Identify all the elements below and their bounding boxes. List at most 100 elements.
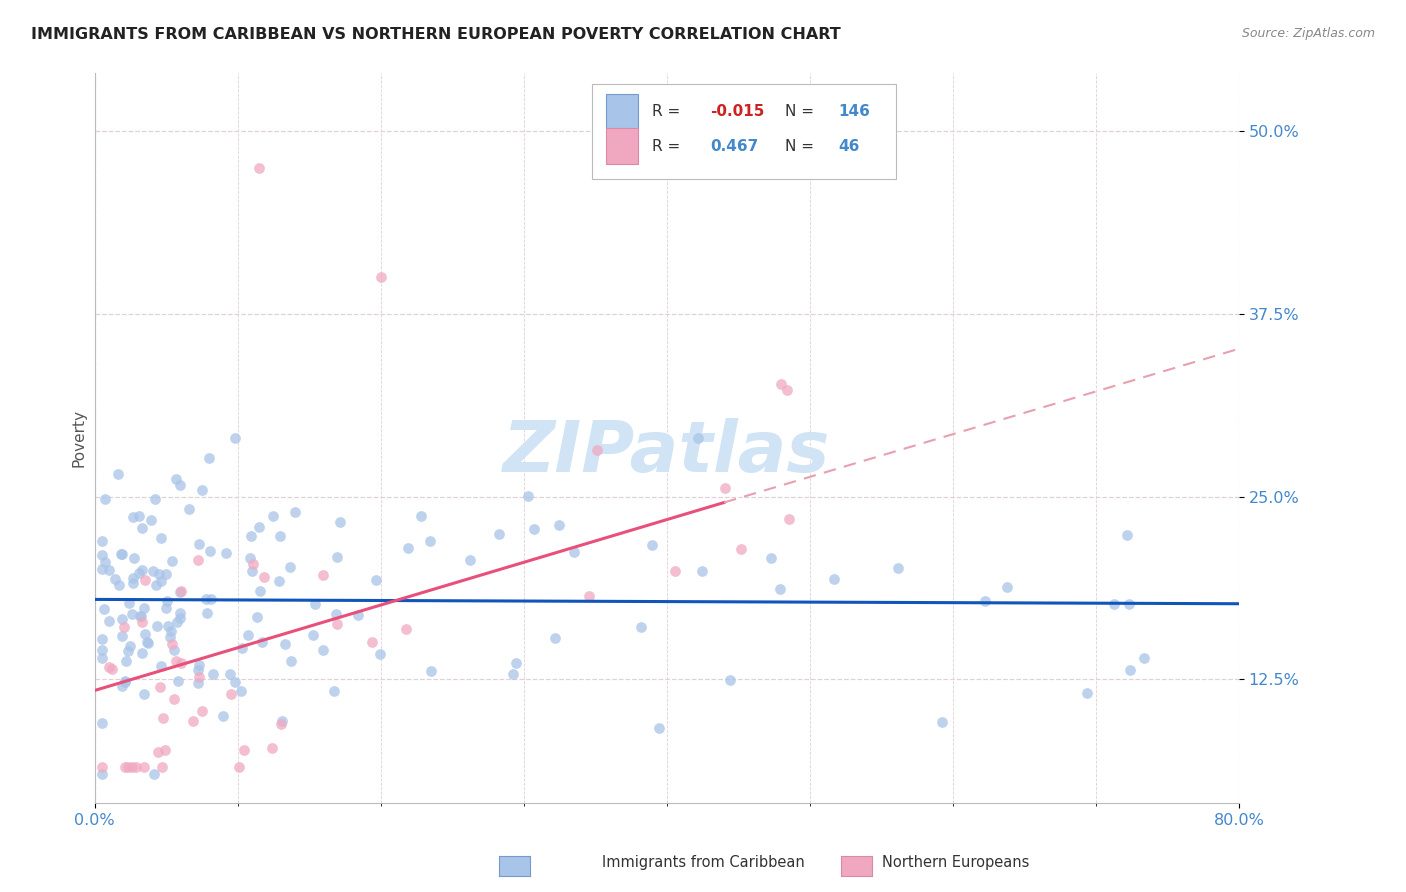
Point	[169, 585, 191, 599]
Point	[202, 667, 225, 681]
FancyBboxPatch shape	[592, 84, 896, 179]
Point	[228, 760, 250, 774]
Point	[90, 767, 112, 781]
Point	[250, 634, 273, 648]
Point	[149, 574, 172, 588]
Bar	[606, 95, 638, 129]
Point	[141, 564, 163, 578]
Point	[121, 510, 143, 524]
Point	[187, 675, 209, 690]
Text: N =: N =	[785, 138, 814, 153]
Point	[166, 674, 188, 689]
Point	[90, 533, 112, 548]
Point	[159, 624, 181, 639]
Point	[325, 607, 347, 621]
Point	[187, 536, 209, 550]
Point	[778, 512, 800, 526]
Point	[323, 683, 346, 698]
Point	[187, 663, 209, 677]
Point	[578, 590, 600, 604]
Point	[136, 635, 159, 649]
Point	[995, 580, 1018, 594]
Point	[249, 584, 271, 599]
Point	[187, 552, 209, 566]
Point	[370, 270, 392, 285]
Point	[107, 467, 129, 481]
Point	[165, 472, 187, 486]
Point	[191, 483, 214, 497]
Point	[117, 644, 139, 658]
Point	[166, 615, 188, 629]
Point	[90, 632, 112, 647]
Point	[274, 637, 297, 651]
Point	[242, 557, 264, 571]
Point	[931, 715, 953, 730]
Point	[93, 492, 115, 507]
Point	[215, 546, 238, 560]
Point	[163, 691, 186, 706]
Point	[236, 628, 259, 642]
Point	[648, 721, 671, 735]
Text: 0.467: 0.467	[710, 138, 758, 153]
Point	[160, 554, 183, 568]
Point	[169, 606, 191, 620]
Point	[195, 607, 218, 621]
Text: Source: ZipAtlas.com: Source: ZipAtlas.com	[1241, 27, 1375, 40]
Point	[260, 740, 283, 755]
Point	[104, 572, 127, 586]
Point	[1118, 597, 1140, 611]
Point	[90, 650, 112, 665]
Point	[198, 451, 221, 466]
Point	[252, 570, 274, 584]
Point	[169, 611, 191, 625]
Point	[111, 547, 134, 561]
Point	[134, 687, 156, 701]
Point	[129, 608, 152, 623]
Point	[326, 617, 349, 632]
Point	[177, 501, 200, 516]
Point	[150, 760, 173, 774]
Point	[312, 568, 335, 582]
Point	[93, 602, 115, 616]
Point	[1076, 686, 1098, 700]
Point	[108, 578, 131, 592]
Point	[93, 555, 115, 569]
Text: IMMIGRANTS FROM CARIBBEAN VS NORTHERN EUROPEAN POVERTY CORRELATION CHART: IMMIGRANTS FROM CARIBBEAN VS NORTHERN EU…	[31, 27, 841, 42]
Point	[150, 659, 173, 673]
Point	[163, 643, 186, 657]
Text: Immigrants from Caribbean: Immigrants from Caribbean	[602, 855, 804, 870]
Point	[148, 566, 170, 581]
Point	[90, 642, 112, 657]
Point	[720, 673, 742, 687]
Point	[121, 760, 143, 774]
Bar	[606, 128, 638, 163]
Point	[114, 760, 136, 774]
Text: 146: 146	[838, 104, 870, 120]
Point	[187, 670, 209, 684]
Point	[122, 571, 145, 585]
Point	[329, 515, 352, 529]
Point	[586, 443, 609, 458]
Point	[239, 550, 262, 565]
Point	[516, 489, 538, 503]
Point	[1119, 663, 1142, 677]
Point	[142, 767, 165, 781]
Point	[125, 760, 148, 774]
Point	[118, 640, 141, 654]
Point	[420, 664, 443, 678]
Point	[153, 743, 176, 757]
Point	[267, 574, 290, 588]
Point	[505, 657, 527, 671]
Point	[160, 637, 183, 651]
Point	[219, 687, 242, 701]
Point	[713, 481, 735, 495]
Point	[155, 566, 177, 581]
Point	[640, 538, 662, 552]
Point	[198, 544, 221, 558]
Point	[141, 513, 163, 527]
Point	[346, 607, 368, 622]
Point	[134, 626, 156, 640]
Point	[326, 549, 349, 564]
Point	[134, 573, 156, 587]
Point	[121, 576, 143, 591]
